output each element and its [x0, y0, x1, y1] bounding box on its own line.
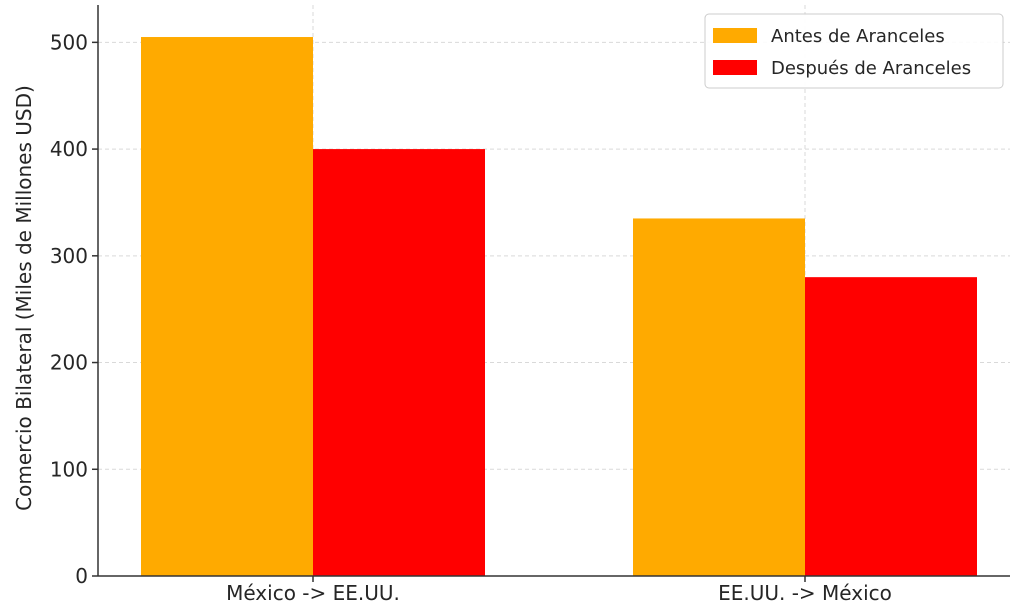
- y-tick-label: 300: [50, 244, 88, 268]
- axis-layer: 0 100 200 300 400 500 México -> EE.UU. EE.UU. -…: [50, 5, 1010, 605]
- legend-swatch-antes: [713, 28, 757, 43]
- y-axis-title: Comercio Bilateral (Miles de Millones US…: [12, 85, 36, 511]
- bar-antes-0: [141, 37, 313, 577]
- legend-label-antes: Antes de Aranceles: [771, 26, 945, 47]
- legend-label-despues: Después de Aranceles: [771, 58, 971, 79]
- bar-despues-1: [805, 277, 977, 576]
- x-tick-label: México -> EE.UU.: [226, 581, 400, 605]
- y-tick-label: 200: [50, 351, 88, 375]
- y-tick-label: 400: [50, 137, 88, 161]
- legend: Antes de Aranceles Después de Aranceles: [704, 13, 1004, 89]
- bar-antes-1: [633, 218, 805, 576]
- x-tick-label: EE.UU. -> México: [718, 581, 892, 605]
- bar-despues-0: [313, 149, 485, 576]
- bar-layer: [141, 37, 977, 577]
- legend-swatch-despues: [713, 60, 757, 75]
- y-tick-label: 500: [50, 30, 88, 54]
- legend-frame: [704, 13, 1004, 89]
- y-tick-label: 0: [75, 564, 88, 588]
- y-tick-label: 100: [50, 457, 88, 481]
